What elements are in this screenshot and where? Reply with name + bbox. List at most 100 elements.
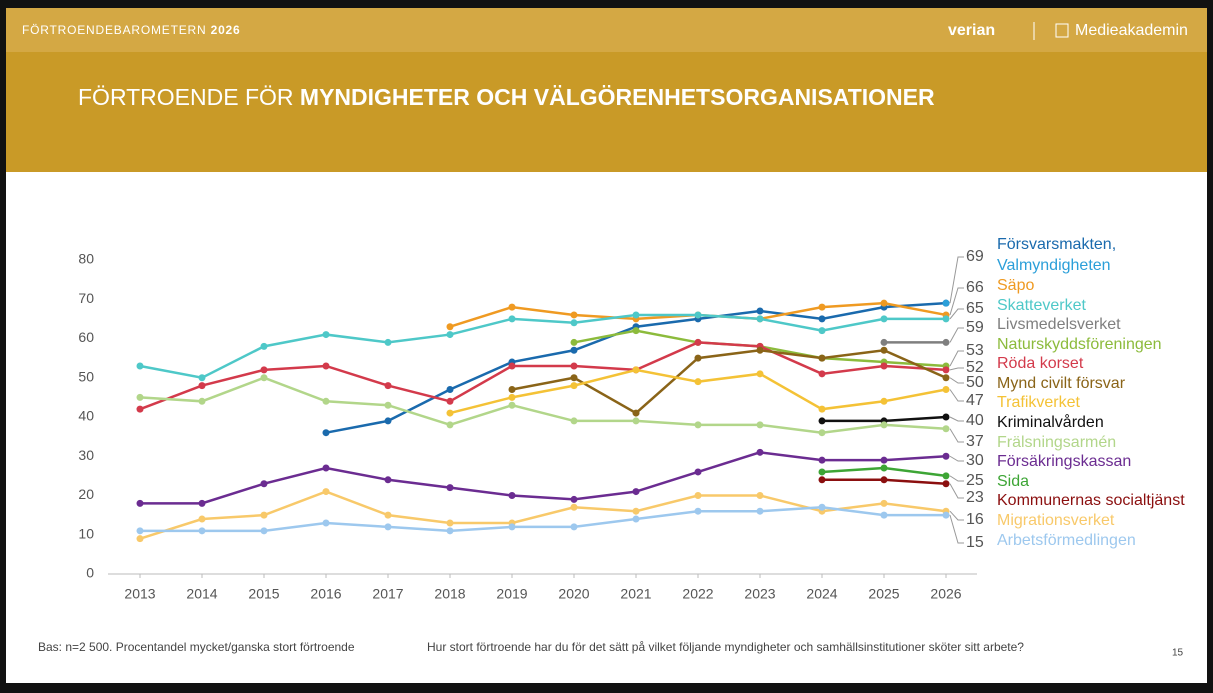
data-point <box>260 374 268 382</box>
data-point <box>446 409 454 417</box>
legend-entry: Säpo <box>997 277 1034 294</box>
brand: FÖRTROENDEBAROMETERN <box>22 23 206 37</box>
data-point <box>756 492 764 499</box>
data-point <box>260 527 268 535</box>
data-point <box>880 476 888 484</box>
data-point <box>880 346 888 354</box>
x-tick-label: 2025 <box>868 586 899 602</box>
data-point <box>570 319 578 327</box>
data-point <box>198 515 206 523</box>
data-point <box>322 362 330 370</box>
leader-line <box>949 367 964 371</box>
x-tick-label: 2026 <box>930 586 961 602</box>
data-point <box>570 523 578 531</box>
end-value-label: 53 <box>966 342 984 359</box>
x-tick-label: 2013 <box>124 586 155 602</box>
data-point <box>756 315 764 323</box>
data-point <box>818 354 826 362</box>
title-bold: MYNDIGHETER OCH VÄLGÖRENHETSORGANISATION… <box>300 84 935 110</box>
data-point <box>818 503 826 511</box>
data-point <box>198 374 206 382</box>
footer-question: Hur stort förtroende har du för det sätt… <box>427 640 1024 654</box>
end-value-label: 23 <box>966 489 984 506</box>
data-point <box>632 327 640 335</box>
series-line <box>139 376 947 434</box>
legend-entry: Mynd civilt försvar <box>997 375 1126 392</box>
legend-entry: Kriminalvården <box>997 413 1104 431</box>
data-point <box>446 527 454 535</box>
data-point <box>260 480 268 488</box>
legend-entry: Valmyndigheten <box>997 257 1111 274</box>
data-point <box>384 511 392 519</box>
data-point <box>570 503 578 511</box>
data-point <box>880 362 888 370</box>
data-point <box>446 331 454 339</box>
data-point <box>508 492 516 499</box>
data-point <box>508 315 516 323</box>
data-point <box>632 417 640 425</box>
data-point <box>818 476 826 484</box>
data-point <box>818 468 826 476</box>
x-tick-label: 2016 <box>310 586 341 602</box>
data-point <box>322 519 330 527</box>
data-point <box>632 515 640 523</box>
data-point <box>942 338 950 346</box>
x-tick-label: 2014 <box>186 586 217 602</box>
y-tick-label: 60 <box>78 329 94 345</box>
data-point <box>942 315 950 323</box>
brand-year: 2026 <box>211 23 241 37</box>
data-point <box>694 468 702 476</box>
end-value-label: 16 <box>966 511 984 528</box>
logo-right: Medieakademin <box>1075 22 1188 39</box>
y-tick-label: 30 <box>78 447 94 463</box>
legend-entry: Migrationsverket <box>997 512 1115 529</box>
end-value-label: 15 <box>966 534 984 551</box>
leader-line <box>949 377 964 384</box>
data-point <box>322 397 330 405</box>
data-point <box>880 421 888 429</box>
data-point <box>694 492 702 499</box>
y-tick-label: 40 <box>78 408 94 424</box>
leader-line <box>949 256 964 304</box>
end-value-label: 47 <box>966 392 984 409</box>
data-point <box>322 464 330 472</box>
leader-line <box>949 389 964 402</box>
data-point <box>756 507 764 515</box>
data-point <box>508 393 516 401</box>
data-point <box>570 417 578 425</box>
title-normal: FÖRTROENDE FÖR <box>78 84 294 110</box>
data-point <box>818 315 826 323</box>
top-bar <box>6 8 1207 52</box>
x-tick-label: 2019 <box>496 586 527 602</box>
x-tick-label: 2017 <box>372 586 403 602</box>
data-point <box>384 338 392 346</box>
legend-entry: Skatteverket <box>997 297 1086 314</box>
data-point <box>508 401 516 409</box>
data-point <box>632 507 640 515</box>
data-point <box>818 405 826 413</box>
x-tick-label: 2018 <box>434 586 465 602</box>
end-value-label: 52 <box>966 359 984 376</box>
data-point <box>942 413 950 421</box>
data-point <box>756 307 764 315</box>
data-point <box>694 311 702 319</box>
data-point <box>570 374 578 382</box>
data-point <box>880 338 888 346</box>
slide-title: FÖRTROENDE FÖR MYNDIGHETER OCH VÄLGÖRENH… <box>78 84 935 110</box>
data-point <box>384 523 392 531</box>
data-point <box>508 523 516 531</box>
legend-entry: Försvarsmakten, <box>997 236 1116 253</box>
end-value-label: 30 <box>966 452 984 469</box>
data-point <box>508 362 516 370</box>
data-point <box>570 495 578 503</box>
legend-entry: Sida <box>997 473 1029 490</box>
data-point <box>260 511 268 519</box>
legend-entry: Försäkringskassan <box>997 453 1131 470</box>
data-point <box>942 386 950 394</box>
data-point <box>446 397 454 405</box>
y-tick-label: 70 <box>78 290 94 306</box>
data-point <box>880 499 888 507</box>
y-tick-label: 20 <box>78 486 94 502</box>
end-value-label: 37 <box>966 433 984 450</box>
leader-line <box>949 350 964 367</box>
